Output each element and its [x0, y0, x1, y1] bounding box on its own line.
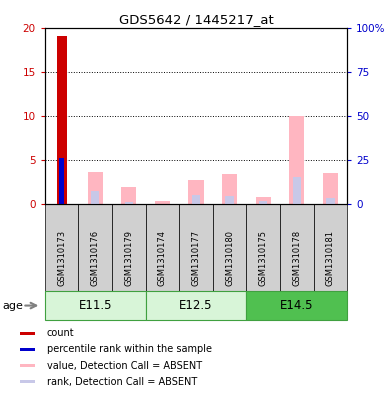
Bar [91, 191, 99, 204]
Text: rank, Detection Call = ABSENT: rank, Detection Call = ABSENT [47, 376, 197, 387]
Text: E14.5: E14.5 [280, 299, 314, 312]
Bar [225, 196, 234, 204]
Text: GSM1310179: GSM1310179 [124, 231, 133, 286]
Bar [20, 332, 35, 334]
Bar [255, 197, 271, 204]
Bar [179, 204, 213, 291]
Bar [78, 204, 112, 291]
Bar [222, 174, 237, 204]
Title: GDS5642 / 1445217_at: GDS5642 / 1445217_at [119, 13, 273, 26]
Bar [59, 158, 64, 204]
Text: GSM1310173: GSM1310173 [57, 230, 66, 286]
Bar [213, 204, 246, 291]
Text: GSM1310181: GSM1310181 [326, 231, 335, 286]
Text: GSM1310180: GSM1310180 [225, 231, 234, 286]
Bar [125, 202, 133, 204]
Text: percentile rank within the sample: percentile rank within the sample [47, 344, 212, 354]
Bar [289, 116, 304, 204]
Text: GSM1310175: GSM1310175 [259, 231, 268, 286]
Bar [259, 201, 267, 204]
Bar [20, 348, 35, 351]
Bar [45, 292, 145, 320]
Text: value, Detection Call = ABSENT: value, Detection Call = ABSENT [47, 360, 202, 371]
Bar [88, 172, 103, 204]
Bar [188, 180, 204, 204]
Bar [155, 201, 170, 204]
Bar [246, 292, 347, 320]
Bar [121, 187, 136, 204]
Text: GSM1310174: GSM1310174 [158, 231, 167, 286]
Bar [323, 173, 338, 204]
Bar [326, 198, 335, 204]
Bar [20, 380, 35, 383]
Bar [246, 204, 280, 291]
Text: E11.5: E11.5 [78, 299, 112, 312]
Text: GSM1310176: GSM1310176 [91, 230, 100, 286]
Bar [145, 292, 246, 320]
Bar [20, 364, 35, 367]
Text: age: age [2, 301, 23, 310]
Text: GSM1310178: GSM1310178 [292, 230, 301, 286]
Bar [45, 204, 78, 291]
Bar [145, 204, 179, 291]
Bar [292, 177, 301, 204]
Bar [192, 195, 200, 204]
Bar [57, 37, 67, 204]
Text: GSM1310177: GSM1310177 [191, 230, 200, 286]
Text: count: count [47, 328, 74, 338]
Bar [314, 204, 347, 291]
Bar [280, 204, 314, 291]
Bar [112, 204, 145, 291]
Text: E12.5: E12.5 [179, 299, 213, 312]
